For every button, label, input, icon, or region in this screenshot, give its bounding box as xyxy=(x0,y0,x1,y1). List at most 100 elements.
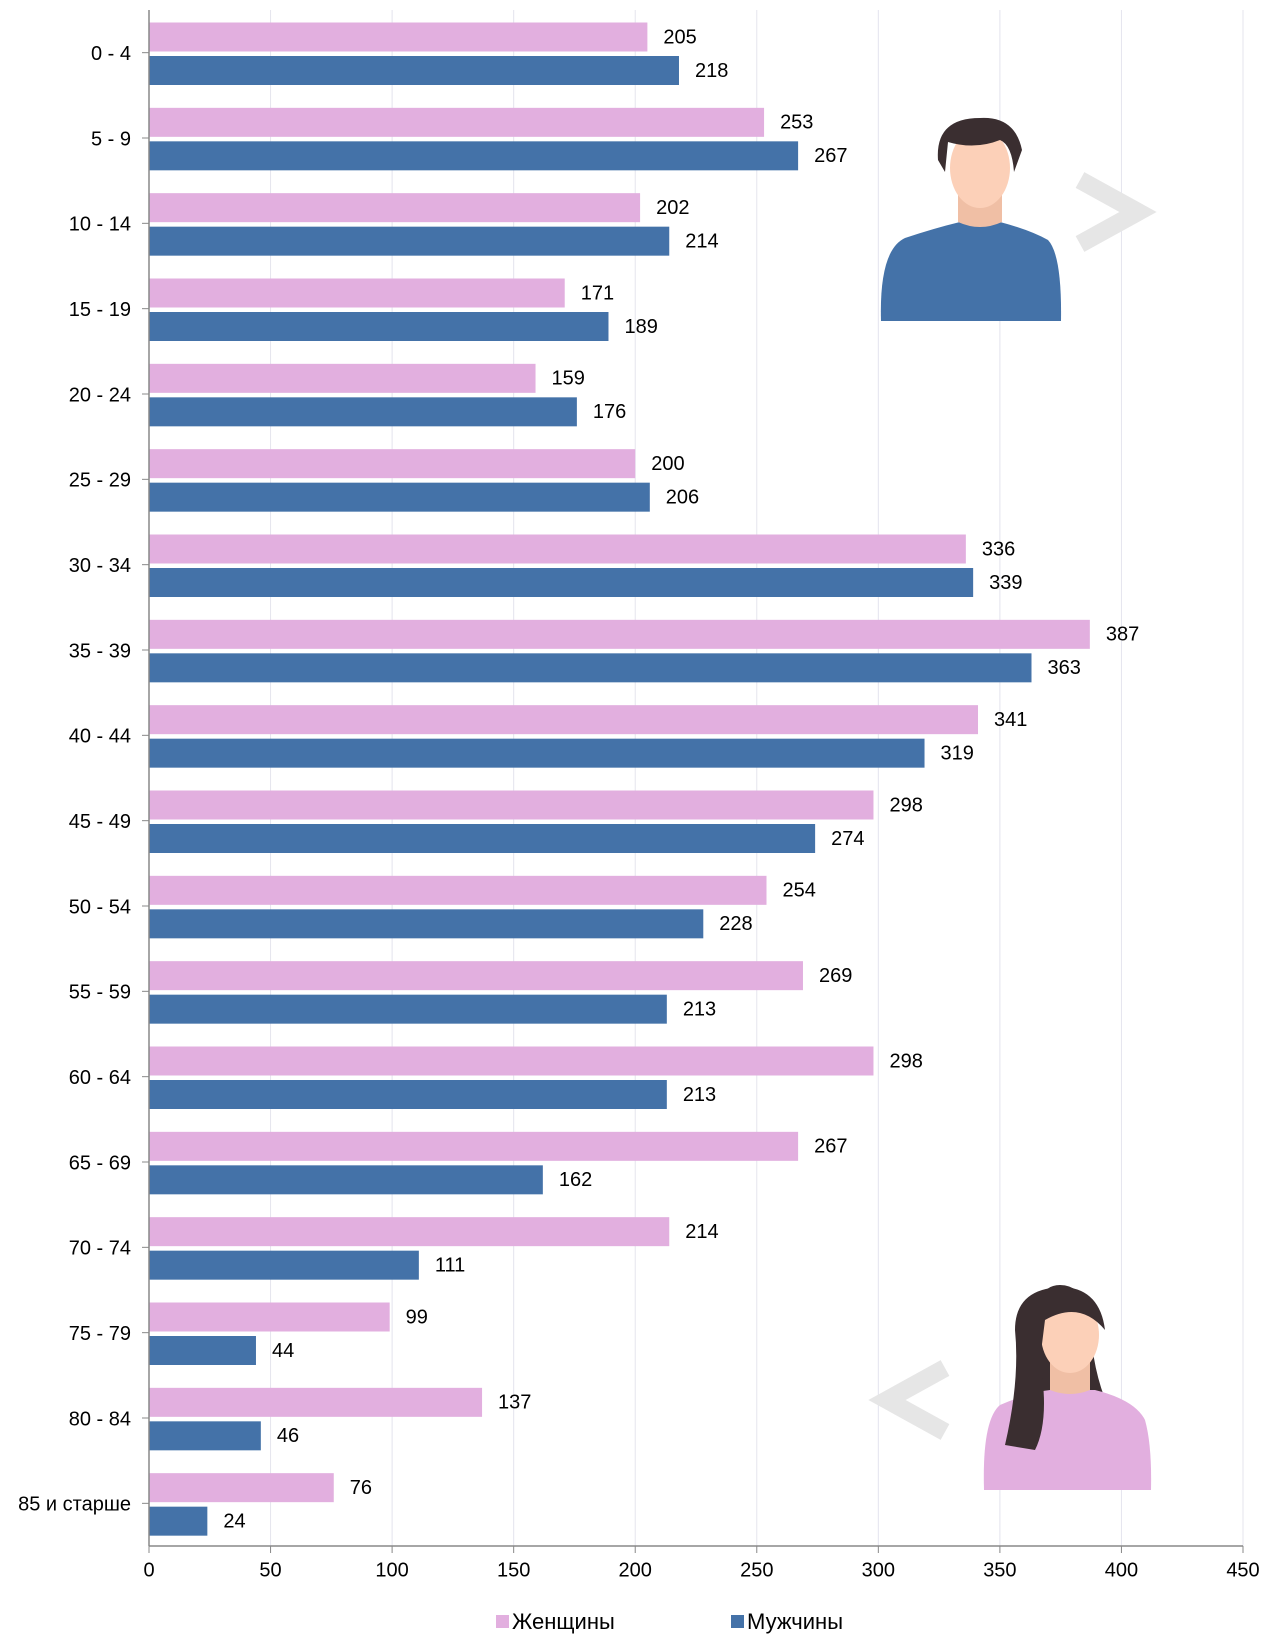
bar xyxy=(149,1250,419,1280)
y-tick-label: 60 - 64 xyxy=(69,1067,131,1089)
data-label: 200 xyxy=(651,453,684,475)
bar xyxy=(149,193,641,223)
data-label: 176 xyxy=(593,401,626,423)
bar xyxy=(149,961,803,991)
y-tick-label: 80 - 84 xyxy=(69,1408,131,1430)
y-tick-label: 25 - 29 xyxy=(69,470,131,492)
bar xyxy=(149,482,650,512)
y-tick-label: 55 - 59 xyxy=(69,982,131,1004)
woman-icon xyxy=(983,1285,1152,1490)
data-label: 214 xyxy=(685,1221,718,1243)
data-label: 254 xyxy=(783,880,816,902)
bar xyxy=(149,22,648,52)
data-label: 213 xyxy=(683,1084,716,1106)
bar xyxy=(149,56,679,85)
data-label: 206 xyxy=(666,486,699,508)
bar xyxy=(149,994,667,1024)
chevron xyxy=(1075,172,1157,252)
data-label: 339 xyxy=(989,572,1022,594)
x-tick-label: 450 xyxy=(1226,1559,1259,1581)
bar xyxy=(149,1080,667,1109)
data-label: 214 xyxy=(685,230,718,252)
x-tick-label: 0 xyxy=(143,1559,154,1581)
bar xyxy=(149,824,816,853)
bar xyxy=(149,1165,543,1195)
data-label: 189 xyxy=(624,316,657,338)
data-label: 46 xyxy=(277,1425,299,1447)
legend-swatch xyxy=(496,1615,509,1628)
y-tick-label: 0 - 4 xyxy=(91,43,131,65)
y-tick-label: 65 - 69 xyxy=(69,1152,131,1174)
y-tick-label: 10 - 14 xyxy=(69,214,131,236)
bar xyxy=(149,738,925,768)
y-tick-label: 15 - 19 xyxy=(69,299,131,321)
x-tick-label: 150 xyxy=(497,1559,530,1581)
x-tick-label: 300 xyxy=(862,1559,895,1581)
bar xyxy=(149,1421,261,1451)
bar xyxy=(149,312,609,341)
bar xyxy=(149,705,979,735)
data-label: 162 xyxy=(559,1169,592,1191)
bar xyxy=(149,909,704,939)
data-label: 363 xyxy=(1047,657,1080,679)
data-label: 202 xyxy=(656,197,689,219)
x-tick-label: 400 xyxy=(1105,1559,1138,1581)
y-tick-label: 70 - 74 xyxy=(69,1238,131,1260)
legend-swatch xyxy=(731,1615,744,1628)
bar xyxy=(149,1302,390,1332)
y-tick-label: 85 и старше xyxy=(18,1494,131,1516)
y-tick-label: 30 - 34 xyxy=(69,555,131,577)
data-label: 159 xyxy=(552,368,585,390)
data-label: 111 xyxy=(435,1254,465,1276)
bar xyxy=(149,1473,334,1503)
bar xyxy=(149,653,1032,683)
data-label: 171 xyxy=(581,282,614,304)
x-tick-label: 100 xyxy=(375,1559,408,1581)
data-label: 298 xyxy=(889,794,922,816)
data-label: 218 xyxy=(695,60,728,82)
bar xyxy=(149,1046,874,1076)
data-label: 99 xyxy=(406,1306,428,1328)
bar xyxy=(149,226,670,256)
bar xyxy=(149,1217,670,1247)
bar xyxy=(149,790,874,820)
bar xyxy=(149,1336,256,1365)
y-tick-label: 50 - 54 xyxy=(69,896,131,918)
data-label: 267 xyxy=(814,1136,847,1158)
bar xyxy=(149,278,565,308)
data-label: 76 xyxy=(350,1477,372,1499)
data-label: 267 xyxy=(814,145,847,167)
bar xyxy=(149,141,799,171)
bar xyxy=(149,568,974,597)
x-tick-label: 200 xyxy=(619,1559,652,1581)
data-label: 341 xyxy=(994,709,1027,731)
y-tick-label: 5 - 9 xyxy=(91,128,131,150)
data-label: 274 xyxy=(831,828,864,850)
y-tick-label: 75 - 79 xyxy=(69,1323,131,1345)
data-label: 336 xyxy=(982,538,1015,560)
data-label: 269 xyxy=(819,965,852,987)
bar xyxy=(149,534,966,564)
bar xyxy=(149,363,536,393)
chevron xyxy=(868,1360,950,1440)
bar xyxy=(149,1506,208,1536)
data-label: 387 xyxy=(1106,624,1139,646)
y-tick-label: 20 - 24 xyxy=(69,384,131,406)
bar xyxy=(149,875,767,905)
bar xyxy=(149,107,765,137)
bar xyxy=(149,449,636,479)
y-tick-label: 35 - 39 xyxy=(69,640,131,662)
x-tick-label: 50 xyxy=(259,1559,281,1581)
data-label: 319 xyxy=(941,742,974,764)
x-tick-label: 250 xyxy=(740,1559,773,1581)
bar xyxy=(149,1387,483,1417)
legend-label: Мужчины xyxy=(747,1609,843,1634)
bar xyxy=(149,1131,799,1161)
man-icon xyxy=(880,117,1062,321)
bar xyxy=(149,397,577,427)
data-label: 44 xyxy=(272,1340,294,1362)
data-label: 24 xyxy=(223,1510,245,1532)
bar xyxy=(149,619,1090,649)
y-tick-label: 40 - 44 xyxy=(69,726,131,748)
data-label: 137 xyxy=(498,1392,531,1414)
